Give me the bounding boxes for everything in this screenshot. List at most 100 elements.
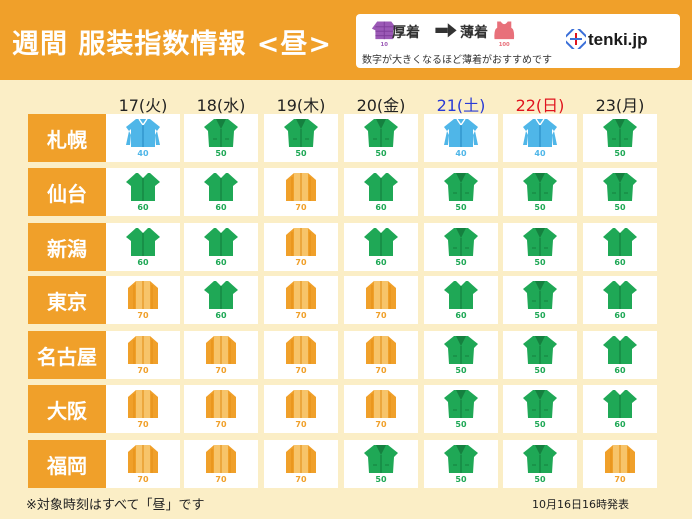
clothing-index-value: 50	[375, 149, 387, 158]
jacket-icon	[364, 119, 398, 147]
forecast-cell: 70	[184, 385, 258, 433]
forecast-cell: 60	[344, 168, 418, 216]
day-header: 22(日)	[515, 96, 565, 115]
jacket-icon	[444, 173, 478, 201]
long-sleeve-shirt-icon	[603, 228, 637, 256]
page-title: 週間 服装指数情報 <昼>	[12, 29, 333, 60]
jacket-icon	[523, 445, 557, 473]
forecast-cell: 70	[106, 385, 180, 433]
forecast-cell: 50	[424, 385, 498, 433]
jacket-icon	[523, 281, 557, 309]
clothing-index-value: 50	[455, 475, 467, 484]
cardigan-icon	[286, 173, 316, 201]
city-label: 福岡	[28, 440, 106, 488]
clothing-index-value: 60	[137, 258, 149, 267]
clothing-index-value: 70	[215, 475, 227, 484]
jacket-icon	[523, 390, 557, 418]
forecast-cell: 70	[264, 168, 338, 216]
cardigan-icon	[206, 390, 236, 418]
forecast-cell: 50	[344, 114, 418, 162]
forecast-cell: 70	[184, 440, 258, 488]
cardigan-icon	[286, 445, 316, 473]
day-header: 20(金)	[356, 96, 406, 115]
clothing-index-value: 60	[215, 258, 227, 267]
clothing-index-value: 70	[295, 258, 307, 267]
clothing-index-value: 70	[375, 420, 387, 429]
forecast-cell: 60	[583, 331, 657, 379]
forecast-cell: 70	[106, 276, 180, 324]
long-sleeve-shirt-icon	[364, 173, 398, 201]
long-sleeve-shirt-icon	[603, 336, 637, 364]
forecast-cell: 50	[424, 168, 498, 216]
clothing-index-value: 50	[455, 203, 467, 212]
forecast-cell: 50	[184, 114, 258, 162]
forecast-cell: 60	[184, 276, 258, 324]
cardigan-icon	[206, 336, 236, 364]
forecast-cell: 50	[264, 114, 338, 162]
clothing-index-value: 70	[295, 366, 307, 375]
long-sleeve-shirt-icon	[444, 281, 478, 309]
forecast-cell: 50	[344, 440, 418, 488]
issued-time: 10月16日16時発表	[532, 498, 629, 511]
jacket-icon	[284, 119, 318, 147]
clothing-index-value: 50	[534, 311, 546, 320]
tenki-logo-icon	[566, 29, 586, 49]
clothing-index-value: 40	[137, 149, 149, 158]
clothing-index-value: 50	[375, 475, 387, 484]
legend-note: 数字が大きくなるほど薄着がおすすめです	[362, 55, 552, 66]
cardigan-icon	[128, 281, 158, 309]
day-header: 19(木)	[276, 96, 326, 115]
clothing-index-value: 50	[534, 203, 546, 212]
forecast-cell: 40	[424, 114, 498, 162]
cardigan-icon	[366, 336, 396, 364]
forecast-cell: 60	[106, 168, 180, 216]
forecast-cell: 70	[184, 331, 258, 379]
forecast-cell: 70	[264, 223, 338, 271]
thin-value: 100	[499, 42, 510, 48]
cardigan-icon	[128, 390, 158, 418]
cardigan-icon	[366, 281, 396, 309]
clothing-index-value: 50	[534, 258, 546, 267]
light-coat-icon	[126, 118, 160, 147]
forecast-cell: 70	[264, 440, 338, 488]
cardigan-icon	[366, 390, 396, 418]
clothing-index-value: 60	[375, 203, 387, 212]
forecast-cell: 50	[583, 168, 657, 216]
clothing-index-value: 50	[534, 420, 546, 429]
clothing-index-value: 70	[215, 420, 227, 429]
forecast-cell: 70	[344, 385, 418, 433]
cardigan-icon	[128, 336, 158, 364]
clothing-index-value: 70	[137, 475, 149, 484]
forecast-cell: 50	[503, 331, 577, 379]
day-header: 21(土)	[436, 96, 486, 115]
clothing-index-value: 60	[375, 258, 387, 267]
clothing-index-value: 70	[215, 366, 227, 375]
forecast-cell: 60	[583, 223, 657, 271]
forecast-cell: 50	[424, 223, 498, 271]
clothing-index-value: 60	[614, 420, 626, 429]
cardigan-icon	[286, 336, 316, 364]
city-label: 札幌	[28, 114, 106, 162]
clothing-index-value: 60	[215, 311, 227, 320]
clothing-index-value: 60	[215, 203, 227, 212]
long-sleeve-shirt-icon	[126, 173, 160, 201]
clothing-index-value: 40	[534, 149, 546, 158]
thick-value: 10	[381, 42, 389, 48]
clothing-index-value: 70	[295, 420, 307, 429]
clothing-index-value: 70	[295, 475, 307, 484]
clothing-index-value: 70	[375, 366, 387, 375]
clothing-index-value: 60	[614, 311, 626, 320]
city-label: 大阪	[28, 385, 106, 433]
jacket-icon	[603, 119, 637, 147]
clothing-index-value: 50	[534, 475, 546, 484]
cardigan-icon	[605, 445, 635, 473]
jacket-icon	[204, 119, 238, 147]
jacket-icon	[364, 445, 398, 473]
footnote: ※対象時刻はすべて「昼」です	[26, 498, 205, 513]
jacket-icon	[444, 336, 478, 364]
forecast-cell: 60	[184, 168, 258, 216]
long-sleeve-shirt-icon	[603, 390, 637, 418]
forecast-cell: 70	[264, 276, 338, 324]
forecast-cell: 70	[583, 440, 657, 488]
city-label: 東京	[28, 276, 106, 324]
